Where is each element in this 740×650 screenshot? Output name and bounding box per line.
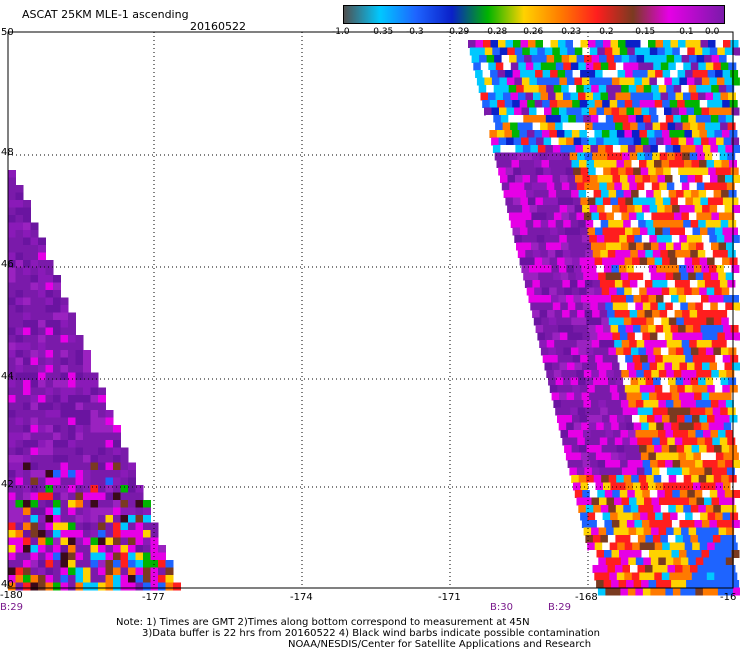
map-date: 20160522 <box>190 20 246 33</box>
map-title: ASCAT 25KM MLE-1 ascending <box>22 8 189 21</box>
lon-label: -174 <box>290 592 313 603</box>
colorbar-swatch <box>344 6 381 23</box>
colorbar <box>343 5 725 24</box>
lon-label: -16 <box>720 592 737 603</box>
lat-label: 48 <box>1 147 14 158</box>
time-label: B:30 <box>490 602 513 613</box>
lon-label: -168 <box>575 592 598 603</box>
map-frame <box>7 31 734 589</box>
time-label: B:29 <box>0 602 23 613</box>
lon-label: -171 <box>438 592 461 603</box>
lat-label: 50 <box>1 27 14 38</box>
lat-label: 40 <box>1 579 14 590</box>
colorbar-swatch <box>452 6 489 23</box>
graticule <box>8 32 733 588</box>
lon-label: -180 <box>0 590 23 601</box>
note-line-2: 3)Data buffer is 22 hrs from 20160522 4)… <box>142 628 600 639</box>
colorbar-swatch <box>560 6 597 23</box>
lat-label: 44 <box>1 371 14 382</box>
colorbar-swatch <box>632 6 669 23</box>
lat-label: 42 <box>1 479 14 490</box>
colorbar-swatch <box>416 6 453 23</box>
note-line-1: Note: 1) Times are GMT 2)Times along bot… <box>116 617 530 628</box>
colorbar-swatch <box>524 6 561 23</box>
note-line-3: NOAA/NESDIS/Center for Satellite Applica… <box>288 639 592 650</box>
lon-label: -177 <box>142 592 165 603</box>
colorbar-swatch <box>488 6 525 23</box>
colorbar-swatch <box>380 6 417 23</box>
colorbar-swatch <box>596 6 633 23</box>
lat-label: 46 <box>1 259 14 270</box>
swath-data <box>8 40 740 596</box>
colorbar-swatch <box>668 6 724 23</box>
time-label: B:29 <box>548 602 571 613</box>
